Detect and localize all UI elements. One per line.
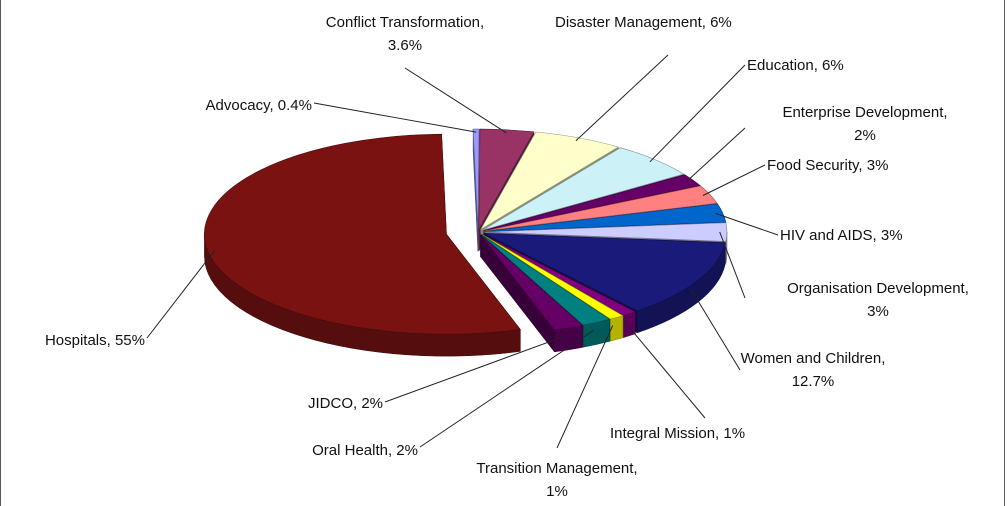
slice-label: Advocacy, 0.4% [206, 97, 312, 114]
leader-line [404, 67, 507, 134]
slice-label: Hospitals, 55% [45, 332, 145, 349]
slice-label: Enterprise Development, [782, 104, 947, 121]
slice-label: Transition Management, [476, 460, 637, 477]
slice [481, 234, 611, 326]
slice-label: HIV and AIDS, 3% [780, 227, 903, 244]
leader-line [686, 127, 746, 182]
slice-label: 3.6% [388, 37, 422, 54]
slice [484, 233, 726, 312]
slice-wall [610, 315, 624, 342]
slice [480, 234, 584, 331]
slice [482, 147, 685, 231]
slice-label: Education, 6% [747, 57, 844, 74]
slice [204, 133, 521, 335]
slice-label: Oral Health, 2% [312, 442, 418, 459]
leader-line [313, 102, 477, 133]
slice [472, 128, 480, 230]
slice-label: 1% [546, 483, 568, 500]
leader-line [556, 325, 614, 449]
slice-label: Conflict Transformation, [326, 14, 484, 31]
leader-line [690, 289, 741, 371]
slice-wall [623, 311, 636, 338]
leader-line [624, 321, 706, 419]
slice-label: Disaster Management, 6% [555, 14, 732, 31]
leader-line [146, 249, 216, 339]
slice-label: Integral Mission, 1% [610, 425, 745, 442]
leader-line [702, 164, 766, 196]
slice [484, 203, 727, 232]
leader-line [715, 212, 779, 236]
slice-label: Food Security, 3% [767, 157, 888, 174]
slice [484, 185, 718, 232]
slice [483, 174, 701, 231]
leader-line [419, 330, 594, 448]
leader-line [575, 54, 669, 142]
slice-label: JIDCO, 2% [308, 395, 383, 412]
slice-label: Women and Children, [741, 350, 886, 367]
leader-line [719, 231, 746, 299]
slice-label: 12.7% [792, 373, 835, 390]
leader-line [649, 64, 746, 163]
leader-line [384, 335, 567, 403]
slice-label: 2% [854, 127, 876, 144]
slice-label: 3% [867, 303, 889, 320]
slice [478, 128, 535, 230]
slice [484, 222, 728, 242]
slice-label: Organisation Development, [787, 280, 969, 297]
slice [481, 234, 624, 320]
